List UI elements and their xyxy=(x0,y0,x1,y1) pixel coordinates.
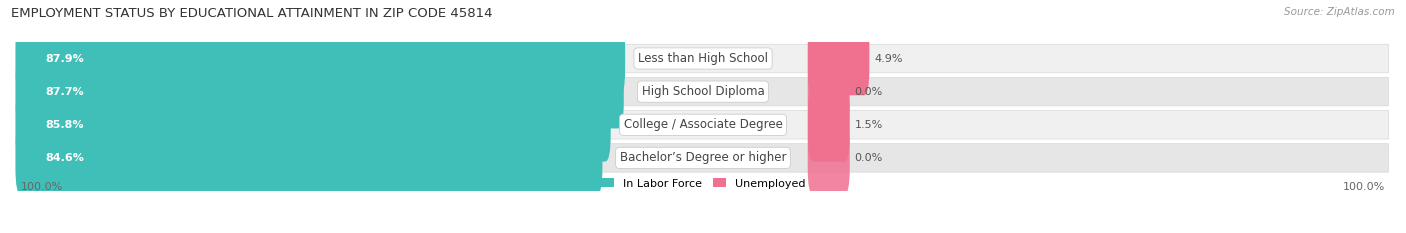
Text: 4.9%: 4.9% xyxy=(875,54,903,64)
Text: 0.0%: 0.0% xyxy=(855,87,883,97)
FancyBboxPatch shape xyxy=(15,22,626,95)
Text: 87.9%: 87.9% xyxy=(45,54,84,64)
FancyBboxPatch shape xyxy=(17,144,1389,172)
Text: 100.0%: 100.0% xyxy=(1343,182,1385,192)
Text: Less than High School: Less than High School xyxy=(638,52,768,65)
FancyBboxPatch shape xyxy=(17,44,1389,73)
FancyBboxPatch shape xyxy=(17,110,1389,139)
FancyBboxPatch shape xyxy=(807,55,849,128)
Legend: In Labor Force, Unemployed: In Labor Force, Unemployed xyxy=(596,174,810,193)
Text: 100.0%: 100.0% xyxy=(21,182,63,192)
Text: 85.8%: 85.8% xyxy=(45,120,83,130)
Text: Bachelor’s Degree or higher: Bachelor’s Degree or higher xyxy=(620,151,786,164)
FancyBboxPatch shape xyxy=(807,22,869,95)
FancyBboxPatch shape xyxy=(15,55,624,128)
Text: 84.6%: 84.6% xyxy=(45,153,84,163)
FancyBboxPatch shape xyxy=(15,88,610,161)
Text: High School Diploma: High School Diploma xyxy=(641,85,765,98)
Text: 1.5%: 1.5% xyxy=(855,120,883,130)
FancyBboxPatch shape xyxy=(15,121,602,195)
Text: Source: ZipAtlas.com: Source: ZipAtlas.com xyxy=(1284,7,1395,17)
Text: 0.0%: 0.0% xyxy=(855,153,883,163)
Text: EMPLOYMENT STATUS BY EDUCATIONAL ATTAINMENT IN ZIP CODE 45814: EMPLOYMENT STATUS BY EDUCATIONAL ATTAINM… xyxy=(11,7,492,20)
Text: 87.7%: 87.7% xyxy=(45,87,84,97)
FancyBboxPatch shape xyxy=(807,88,849,161)
Text: College / Associate Degree: College / Associate Degree xyxy=(624,118,782,131)
FancyBboxPatch shape xyxy=(17,77,1389,106)
FancyBboxPatch shape xyxy=(807,121,849,195)
